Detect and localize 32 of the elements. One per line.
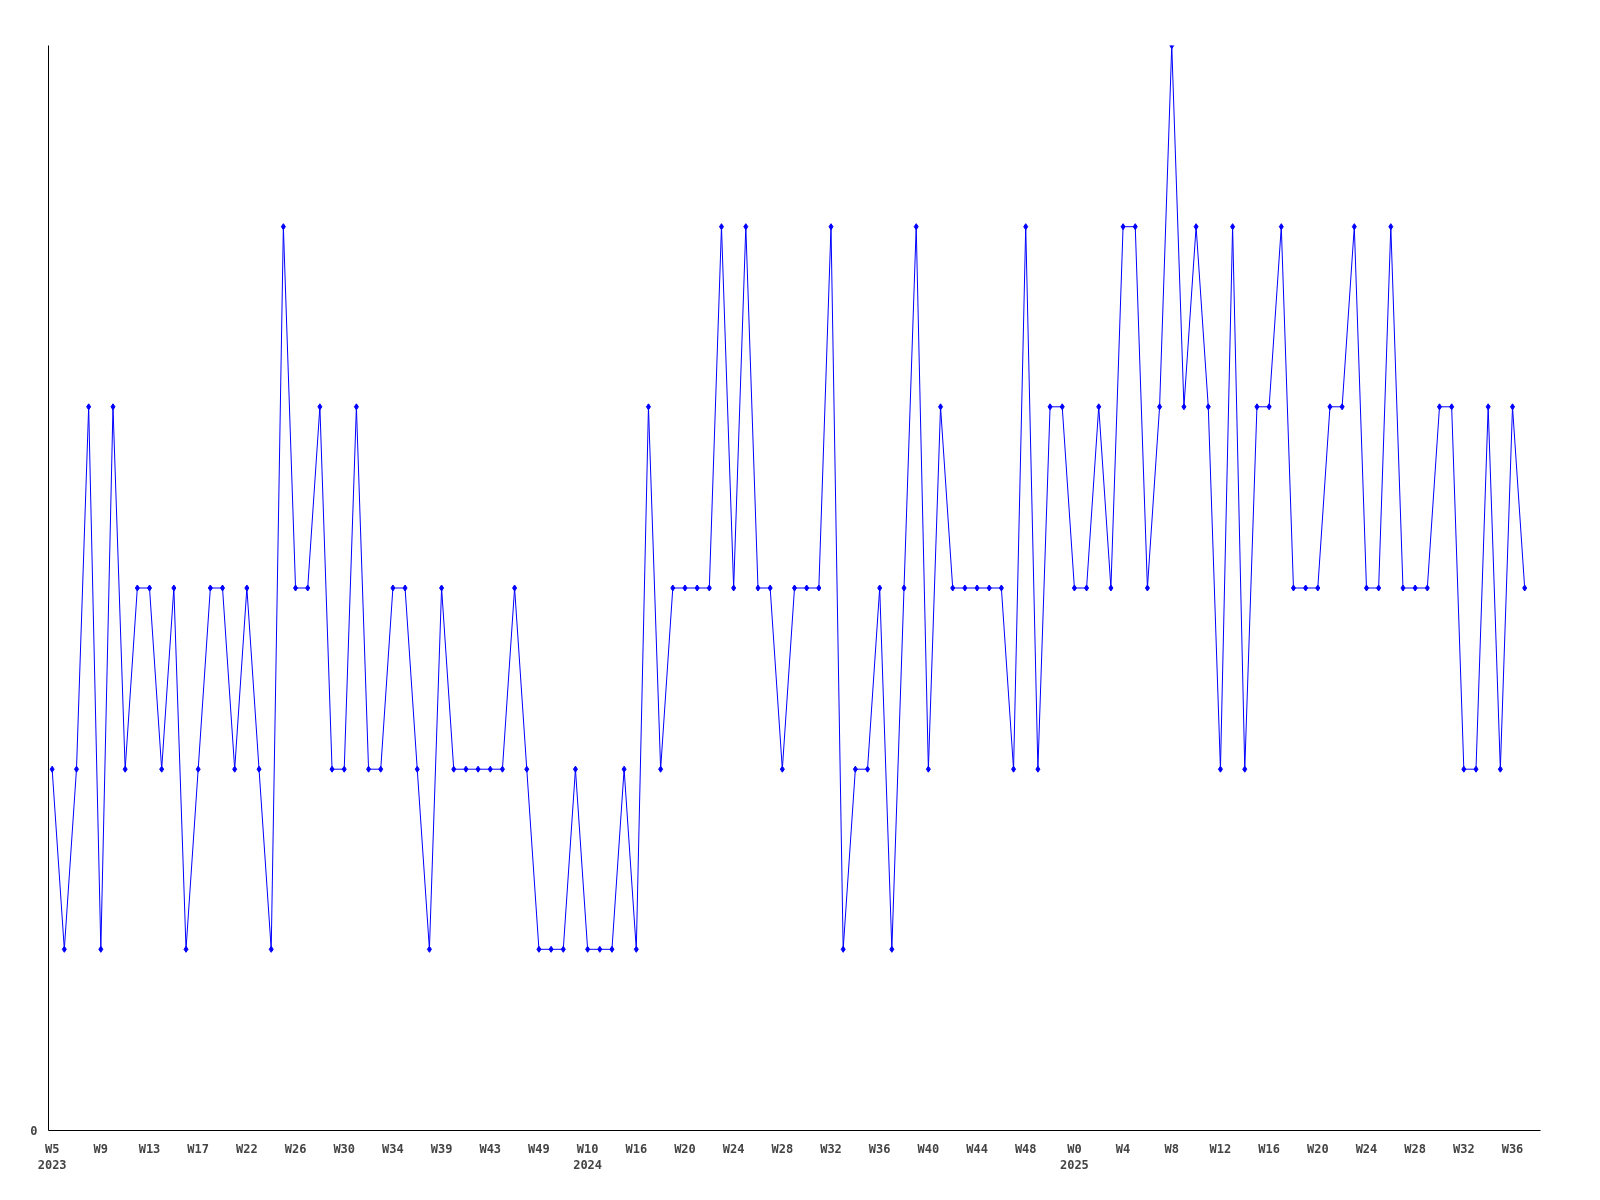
x-tick-label: W17: [187, 1141, 210, 1156]
x-tick-label: W9: [93, 1141, 109, 1156]
x-tick-label: W28: [1404, 1141, 1426, 1156]
x-tick-label: W43: [479, 1141, 502, 1156]
x-tick-label: W39: [430, 1141, 453, 1156]
x-tick-label: W10 2024: [573, 1141, 603, 1173]
x-tick-label: W34: [382, 1141, 404, 1156]
x-tick-label: W44: [966, 1141, 988, 1156]
x-tick-label: W20: [674, 1141, 696, 1156]
x-tick-label: W24: [722, 1141, 745, 1156]
x-tick-label: W20: [1306, 1141, 1329, 1156]
x-tick-label: W24: [1355, 1141, 1378, 1156]
x-tick-label: W16: [1258, 1141, 1280, 1156]
x-tick-label: W12: [1209, 1141, 1232, 1156]
x-tick-label: W16: [625, 1141, 648, 1156]
x-tick-label: W40: [917, 1141, 940, 1156]
x-tick-label: W22: [236, 1141, 258, 1156]
x-tick-label: W26: [284, 1141, 307, 1156]
x-tick-label: W32: [1452, 1141, 1475, 1156]
x-tick-label: W49: [528, 1141, 550, 1156]
x-tick-label: W4: [1115, 1141, 1131, 1156]
x-tick-label: W13: [138, 1141, 161, 1156]
x-tick-label: W28: [771, 1141, 794, 1156]
x-tick-label: W0 2025: [1059, 1141, 1089, 1173]
x-tick-label: W32: [820, 1141, 842, 1156]
text: 0: [30, 1124, 38, 1138]
x-tick-label: W5 2023: [37, 1141, 67, 1173]
x-tick-label: W48: [1014, 1141, 1037, 1156]
x-tick-label: W36: [1501, 1141, 1524, 1156]
x-tick-label: W30: [333, 1141, 356, 1156]
x-tick-label: W8: [1164, 1141, 1179, 1156]
x-tick-label: W36: [868, 1141, 891, 1156]
